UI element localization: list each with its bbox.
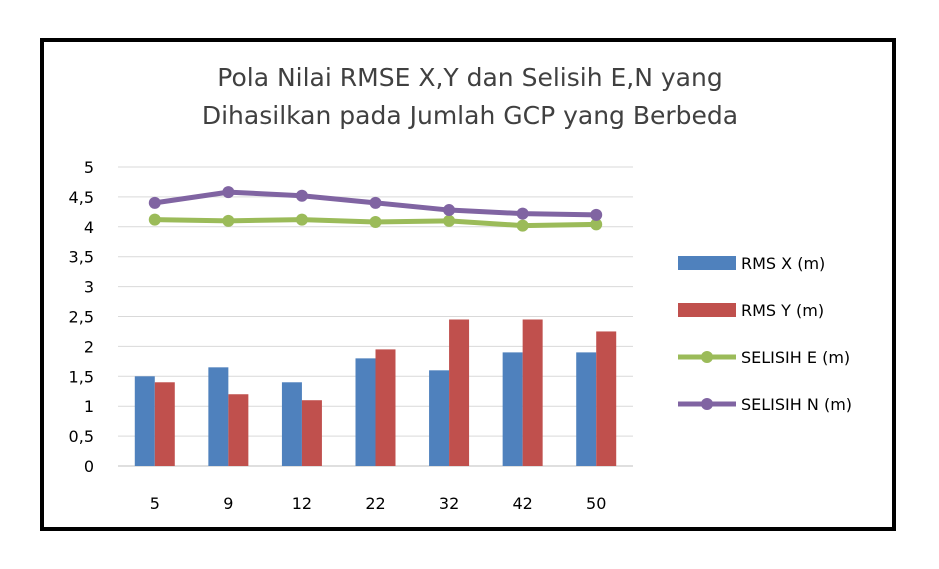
bar-rms-y-m-50 bbox=[596, 331, 617, 466]
legend-label-selisih-e-m: SELISIH E (m) bbox=[741, 348, 850, 367]
y-tick-label: 5 bbox=[84, 158, 94, 177]
point-selisih-n-m-9 bbox=[222, 186, 235, 199]
point-selisih-n-m-50 bbox=[590, 208, 603, 221]
x-tick-label: 12 bbox=[292, 494, 312, 513]
y-tick-label: 1 bbox=[84, 397, 94, 416]
legend-label-rms-y-m: RMS Y (m) bbox=[741, 301, 824, 320]
point-selisih-n-m-22 bbox=[369, 196, 382, 209]
point-selisih-e-m-12 bbox=[295, 213, 308, 226]
point-selisih-e-m-22 bbox=[369, 216, 382, 229]
lines bbox=[148, 186, 603, 232]
bar-rms-y-m-42 bbox=[522, 319, 543, 466]
x-tick-label: 32 bbox=[439, 494, 459, 513]
bar-rms-x-m-22 bbox=[355, 358, 376, 466]
legend-label-rms-x-m: RMS X (m) bbox=[741, 254, 825, 273]
bar-rms-x-m-42 bbox=[502, 352, 523, 466]
point-selisih-e-m-50 bbox=[590, 218, 603, 231]
y-tick-label: 2,5 bbox=[69, 308, 94, 327]
y-axis-tick-labels: 0 0,5 1 1,5 2 2,5 3 3,5 4 4,5 5 bbox=[69, 158, 94, 476]
point-selisih-e-m-42 bbox=[516, 219, 529, 232]
point-selisih-e-m-9 bbox=[222, 214, 235, 227]
x-tick-label: 5 bbox=[150, 494, 160, 513]
bar-rms-x-m-5 bbox=[134, 376, 155, 466]
chart-title-line-1: Pola Nilai RMSE X,Y dan Selisih E,N yang bbox=[217, 63, 722, 92]
chart-title-line-2: Dihasilkan pada Jumlah GCP yang Berbeda bbox=[202, 101, 738, 130]
legend-swatch-rms-x-m bbox=[678, 256, 736, 270]
point-selisih-e-m-32 bbox=[443, 214, 456, 227]
legend-label-selisih-n-m: SELISIH N (m) bbox=[741, 395, 852, 414]
bar-rms-y-m-9 bbox=[228, 394, 249, 466]
x-tick-label: 50 bbox=[586, 494, 606, 513]
y-tick-label: 0,5 bbox=[69, 427, 94, 446]
legend-swatch-rms-y-m bbox=[678, 303, 736, 317]
y-tick-label: 4,5 bbox=[69, 188, 94, 207]
y-tick-label: 1,5 bbox=[69, 367, 94, 386]
x-tick-label: 22 bbox=[365, 494, 385, 513]
y-tick-label: 3 bbox=[84, 278, 94, 297]
y-tick-label: 4 bbox=[84, 218, 94, 237]
legend: RMS X (m) RMS Y (m) SELISIH E (m) SELISIH N… bbox=[678, 254, 852, 414]
y-tick-label: 0 bbox=[84, 457, 94, 476]
bar-rms-x-m-9 bbox=[208, 367, 229, 466]
bar-rms-y-m-32 bbox=[449, 319, 470, 466]
point-selisih-n-m-32 bbox=[443, 204, 456, 217]
point-selisih-n-m-12 bbox=[295, 189, 308, 202]
legend-marker-selisih-n-m bbox=[701, 398, 713, 410]
bar-rms-y-m-12 bbox=[301, 400, 322, 466]
y-tick-label: 2 bbox=[84, 337, 94, 356]
bar-rms-y-m-22 bbox=[375, 349, 396, 466]
point-selisih-e-m-5 bbox=[148, 213, 161, 226]
legend-marker-selisih-e-m bbox=[701, 351, 713, 363]
bar-rms-x-m-32 bbox=[429, 370, 450, 466]
bar-rms-x-m-50 bbox=[576, 352, 597, 466]
point-selisih-n-m-42 bbox=[516, 207, 529, 220]
y-tick-label: 3,5 bbox=[69, 248, 94, 267]
x-axis-tick-labels: 5 9 12 22 32 42 50 bbox=[150, 494, 607, 513]
point-selisih-n-m-5 bbox=[148, 196, 161, 209]
x-tick-label: 9 bbox=[223, 494, 233, 513]
bars bbox=[134, 319, 617, 466]
x-tick-label: 42 bbox=[512, 494, 532, 513]
bar-rms-x-m-12 bbox=[281, 382, 302, 466]
chart-title: Pola Nilai RMSE X,Y dan Selisih E,N yang… bbox=[202, 63, 738, 130]
bar-rms-y-m-5 bbox=[154, 382, 175, 466]
